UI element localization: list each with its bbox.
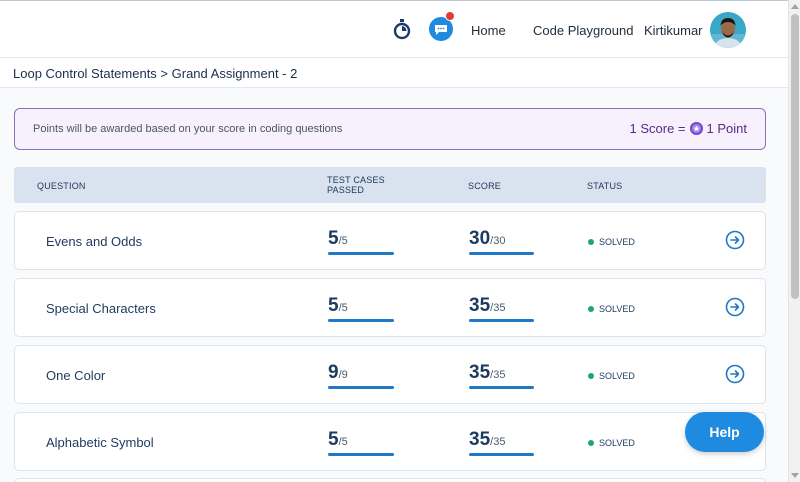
tests-passed-value: 5 <box>328 228 339 249</box>
help-button[interactable]: Help <box>685 412 764 452</box>
status-dot-icon <box>588 373 594 379</box>
score: 35/35 <box>469 295 505 317</box>
points-rate-score: 1 Score = <box>629 121 686 136</box>
question-name[interactable]: Special Characters <box>46 301 156 316</box>
nav-home-link[interactable]: Home <box>471 23 506 38</box>
breadcrumb[interactable]: Loop Control Statements > Grand Assignme… <box>13 66 298 81</box>
breadcrumb-bar: Loop Control Statements > Grand Assignme… <box>0 58 788 88</box>
tests-progress-bar <box>328 252 394 255</box>
score-value: 35 <box>469 362 491 383</box>
score-progress-bar <box>469 386 534 389</box>
score-max-value: /30 <box>490 235 506 247</box>
status-label: SOLVED <box>599 371 635 381</box>
tests-total-value: /9 <box>338 369 348 381</box>
score-value: 30 <box>469 228 491 249</box>
score-progress-bar <box>469 252 534 255</box>
nav-username[interactable]: Kirtikumar <box>644 23 703 38</box>
table-header: QUESTION TEST CASES PASSED SCORE STATUS <box>14 167 766 203</box>
status-badge: SOLVED <box>588 371 635 381</box>
arrow-right-circle-icon[interactable] <box>725 297 745 317</box>
tests-passed-value: 9 <box>328 362 339 383</box>
arrow-right-circle-icon[interactable] <box>725 230 745 250</box>
test-cases-passed: 5/5 <box>328 295 348 317</box>
points-rate: 1 Score = 1 Point <box>630 121 748 136</box>
question-row[interactable]: Special Characters 5/5 35/35 SOLVED <box>14 278 766 337</box>
vertical-scrollbar[interactable] <box>788 0 800 482</box>
score-max-value: /35 <box>490 369 506 381</box>
tests-passed-value: 5 <box>328 295 339 316</box>
test-cases-passed: 5/5 <box>328 429 348 451</box>
status-badge: SOLVED <box>588 237 635 247</box>
score-max-value: /35 <box>490 302 506 314</box>
tests-total-value: /5 <box>338 302 348 314</box>
column-header-question: QUESTION <box>37 181 86 191</box>
status-dot-icon <box>588 440 594 446</box>
question-name[interactable]: Evens and Odds <box>46 234 143 249</box>
score-progress-bar <box>469 319 534 322</box>
score: 35/35 <box>469 429 505 451</box>
user-avatar[interactable] <box>710 12 746 48</box>
score-max-value: /35 <box>490 436 506 448</box>
score-progress-bar <box>469 453 534 456</box>
status-dot-icon <box>588 239 594 245</box>
column-header-test-cases-line1: TEST CASES <box>327 175 385 185</box>
column-header-score: SCORE <box>468 181 502 191</box>
status-dot-icon <box>588 306 594 312</box>
column-header-test-cases-line2: PASSED <box>327 185 365 195</box>
question-name[interactable]: Alphabetic Symbol <box>46 435 154 450</box>
chat-bubble-icon[interactable] <box>428 11 456 44</box>
tests-total-value: /5 <box>338 235 348 247</box>
question-row[interactable]: One Color 9/9 35/35 SOLVED <box>14 345 766 404</box>
scroll-up-arrow-icon[interactable] <box>791 4 799 9</box>
score: 30/30 <box>469 228 505 250</box>
notification-dot <box>445 11 455 21</box>
points-rate-point: 1 Point <box>706 121 747 136</box>
points-info-text: Points will be awarded based on your sco… <box>33 123 343 135</box>
tests-total-value: /5 <box>338 436 348 448</box>
scrollbar-thumb[interactable] <box>791 14 799 299</box>
tests-passed-value: 5 <box>328 429 339 450</box>
question-row-partial[interactable] <box>14 478 766 482</box>
status-badge: SOLVED <box>588 304 635 314</box>
column-header-status: STATUS <box>587 181 623 191</box>
tests-progress-bar <box>328 319 394 322</box>
status-label: SOLVED <box>599 237 635 247</box>
status-badge: SOLVED <box>588 438 635 448</box>
test-cases-passed: 9/9 <box>328 362 348 384</box>
test-cases-passed: 5/5 <box>328 228 348 250</box>
nav-code-playground-link[interactable]: Code Playground <box>533 23 634 38</box>
question-row[interactable]: Alphabetic Symbol 5/5 35/35 SOLVED <box>14 412 766 471</box>
coin-icon <box>689 122 703 135</box>
score-value: 35 <box>469 295 491 316</box>
arrow-right-circle-icon[interactable] <box>725 364 745 384</box>
question-name[interactable]: One Color <box>46 368 106 383</box>
column-header-test-cases: TEST CASES PASSED <box>327 175 385 195</box>
status-label: SOLVED <box>599 438 635 448</box>
score: 35/35 <box>469 362 505 384</box>
stopwatch-icon[interactable] <box>393 18 411 40</box>
score-value: 35 <box>469 429 491 450</box>
points-info-banner: Points will be awarded based on your sco… <box>14 108 766 150</box>
scroll-down-arrow-icon[interactable] <box>791 473 799 478</box>
top-navbar: Home Code Playground Kirtikumar <box>0 0 788 58</box>
tests-progress-bar <box>328 453 394 456</box>
status-label: SOLVED <box>599 304 635 314</box>
tests-progress-bar <box>328 386 394 389</box>
question-row[interactable]: Evens and Odds 5/5 30/30 SOLVED <box>14 211 766 270</box>
